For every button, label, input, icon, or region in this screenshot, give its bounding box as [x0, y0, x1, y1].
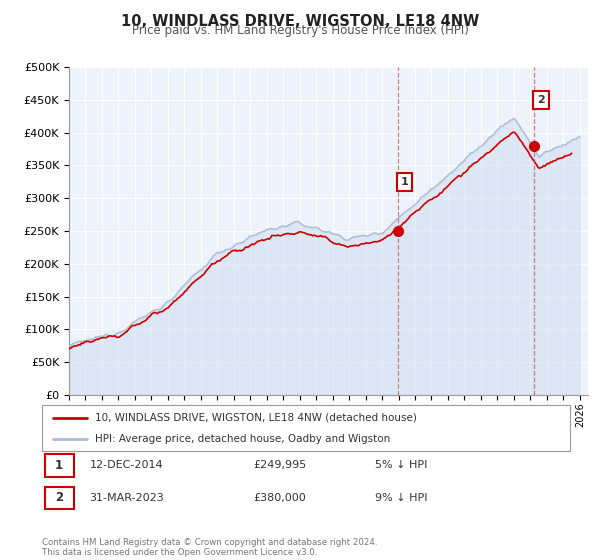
Text: 12-DEC-2014: 12-DEC-2014: [89, 460, 163, 470]
Text: 5% ↓ HPI: 5% ↓ HPI: [374, 460, 427, 470]
Text: 31-MAR-2023: 31-MAR-2023: [89, 493, 164, 503]
Text: £249,995: £249,995: [253, 460, 307, 470]
FancyBboxPatch shape: [42, 405, 570, 451]
Text: 10, WINDLASS DRIVE, WIGSTON, LE18 4NW (detached house): 10, WINDLASS DRIVE, WIGSTON, LE18 4NW (d…: [95, 413, 416, 423]
Text: 1: 1: [55, 459, 63, 472]
Text: 10, WINDLASS DRIVE, WIGSTON, LE18 4NW: 10, WINDLASS DRIVE, WIGSTON, LE18 4NW: [121, 14, 479, 29]
Text: HPI: Average price, detached house, Oadby and Wigston: HPI: Average price, detached house, Oadb…: [95, 434, 390, 444]
Text: 2: 2: [537, 95, 545, 105]
Text: 2: 2: [55, 491, 63, 504]
Text: Contains HM Land Registry data © Crown copyright and database right 2024.
This d: Contains HM Land Registry data © Crown c…: [42, 538, 377, 557]
FancyBboxPatch shape: [44, 454, 74, 477]
Text: 1: 1: [400, 177, 408, 187]
Text: Price paid vs. HM Land Registry's House Price Index (HPI): Price paid vs. HM Land Registry's House …: [131, 24, 469, 37]
Text: 9% ↓ HPI: 9% ↓ HPI: [374, 493, 427, 503]
FancyBboxPatch shape: [44, 487, 74, 509]
Text: £380,000: £380,000: [253, 493, 306, 503]
